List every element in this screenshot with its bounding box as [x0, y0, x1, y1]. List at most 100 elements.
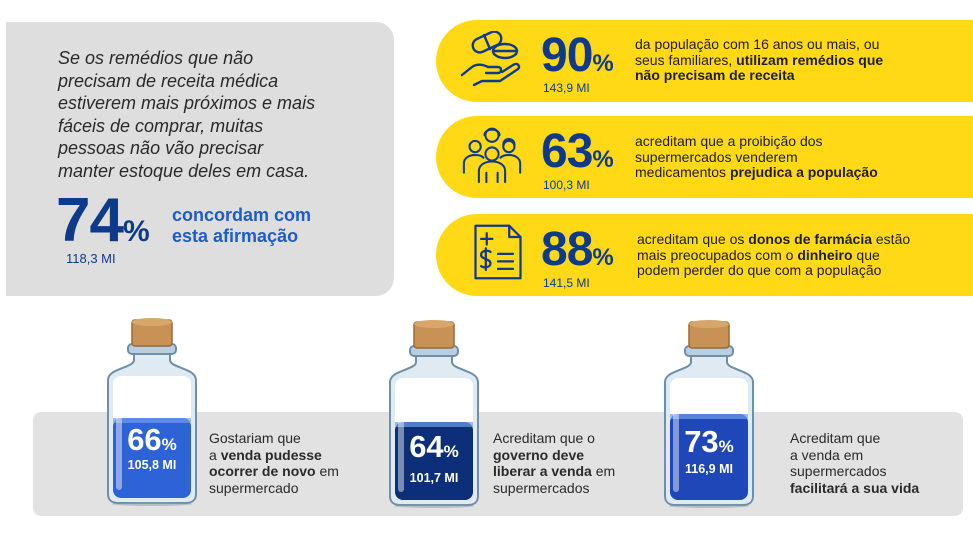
stat-text-line: podem perder do que com a população	[637, 262, 882, 278]
stat-text-line: seus familiares, utilizam remédios que	[635, 51, 965, 69]
stat-percent: 88%	[541, 226, 614, 282]
quote-percent: 74%	[56, 190, 150, 263]
bottle-text-line: Gostariam que	[209, 430, 301, 446]
bottle-liquid	[395, 422, 473, 500]
quote-agree-text: concordam com esta afirmação	[172, 205, 372, 247]
bottle-text-line: Acreditam que o	[493, 430, 595, 446]
stat-text-plain: medicamentos	[635, 164, 730, 180]
stat-text-line: acreditam que os donos de farmácia estão	[637, 231, 967, 248]
stat-description: acreditam que a proibição dos supermerca…	[635, 133, 965, 181]
stat-percent-symbol: %	[592, 146, 614, 173]
stat-text-line: acreditam que a proibição dos	[635, 133, 823, 149]
bottle-liquid	[113, 418, 191, 498]
stat-text-plain: estão	[872, 231, 911, 247]
bottle-count: 116,9 MI	[685, 462, 733, 476]
quote-percent-value: 74	[56, 186, 124, 255]
pills-hand-icon	[460, 31, 521, 87]
bottle-shine	[398, 382, 404, 492]
stat-text-bold: donos de farmácia	[748, 231, 872, 247]
stat-card-90	[436, 20, 973, 102]
bottle-shadow	[669, 504, 749, 508]
bottle-description: Acreditam que o governo deve liberar a v…	[493, 430, 663, 496]
stat-text-plain: acreditam que os	[637, 231, 749, 247]
stat-percent-value: 88	[541, 223, 593, 276]
bottle-cork-top	[414, 320, 454, 328]
quote-text: Se os remédios que não precisam de recei…	[58, 47, 378, 182]
quote-line: pessoas não vão precisar	[58, 138, 264, 158]
quote-line: fáceis de comprar, muitas	[58, 115, 264, 136]
quote-line: estiverem mais próximos e mais	[58, 93, 316, 113]
receipt-dollar-icon	[474, 224, 522, 280]
bottle-liquid	[670, 414, 748, 500]
bottle-count: 101,7 MI	[409, 471, 459, 485]
bottle-cork-top	[689, 320, 729, 328]
bottle-text-bold: facilitará a sua vida	[790, 479, 920, 496]
bottle-shadow	[112, 502, 192, 506]
bottle-text-line: ocorrer de novo em	[209, 463, 379, 480]
bottle-shine	[116, 380, 122, 490]
stat-count: 141,5 MI	[543, 276, 590, 290]
stat-description: da população com 16 anos ou mais, ou seu…	[635, 36, 965, 84]
stat-percent: 63%	[541, 128, 614, 184]
stat-text-plain: seus familiares,	[635, 51, 737, 68]
stat-text-plain: que	[852, 246, 880, 263]
bottle-64-icon	[389, 320, 479, 508]
quote-agree-line: esta afirmação	[172, 226, 299, 246]
bottle-66-icon	[107, 318, 197, 506]
stat-text-line: supermercados venderem	[635, 148, 798, 165]
stat-text-line: da população com 16 anos ou mais, ou	[635, 36, 880, 52]
bottle-percent: 64%	[386, 431, 482, 468]
bottle-percent-symbol: %	[443, 442, 459, 461]
stat-text-bold: dinheiro	[797, 246, 853, 263]
bottle-text-line: governo deve	[493, 447, 663, 464]
bottle-text-line: liberar a venda em	[493, 463, 663, 480]
bottle-text-line: Acreditam que	[790, 430, 881, 446]
bottle-text-line: supermercados	[493, 479, 590, 496]
stat-text-plain: mais preocupados com o	[637, 246, 798, 263]
bottle-text-plain: em	[315, 463, 339, 479]
bottle-liquid-surface	[395, 422, 473, 427]
bottle-text-line: a venda pudesse	[209, 447, 379, 464]
bottle-73-icon	[664, 320, 754, 508]
bottle-percent-value: 66	[127, 422, 162, 457]
quote-line: Se os remédios que não	[58, 48, 254, 68]
bottle-count: 105,8 MI	[127, 458, 177, 472]
stat-count: 143,9 MI	[543, 81, 590, 95]
stat-percent: 90%	[541, 32, 614, 88]
stat-text-bold: não precisam de receita	[635, 67, 795, 83]
bottle-text-bold: venda pudesse	[220, 446, 322, 463]
bottle-percent-value: 73	[684, 424, 719, 459]
stat-card-88	[436, 214, 973, 296]
stat-text-bold: prejudica a população	[729, 164, 878, 180]
stat-percent-value: 90	[541, 29, 593, 82]
bottle-text-line: supermercado	[209, 479, 299, 496]
stat-percent-symbol: %	[592, 50, 614, 77]
bottle-percent-value: 64	[409, 429, 444, 464]
quote-panel	[6, 22, 394, 296]
quote-count: 118,3 MI	[66, 251, 116, 266]
bottle-percent: 66%	[104, 424, 200, 461]
quote-percent-symbol: %	[122, 215, 150, 248]
bottle-shadow	[394, 504, 474, 508]
quote-line: precisam de receita médica	[58, 70, 279, 91]
bottle-description: Gostariam que a venda pudesse ocorrer de…	[209, 430, 379, 496]
stat-description: acreditam que os donos de farmácia estão…	[637, 231, 967, 279]
bottle-percent: 73%	[661, 426, 757, 463]
bottle-text-bold: liberar a venda	[493, 463, 592, 479]
bottle-description: Acreditam que a venda em supermercados f…	[790, 430, 960, 496]
stat-text-line: medicamentos prejudica a população	[635, 164, 965, 181]
bottle-text-plain: em	[591, 463, 616, 479]
bottle-text-line: a venda em	[790, 446, 864, 463]
bottle-text-line: supermercados	[790, 463, 887, 479]
quote-line: manter estoque deles em casa.	[58, 160, 310, 181]
bottle-text-line: facilitará a sua vida	[790, 480, 960, 497]
stat-card-63	[436, 116, 973, 198]
bottle-liquid-surface	[670, 414, 748, 419]
bottle-shine	[673, 382, 679, 492]
bottle-percent-symbol: %	[161, 435, 177, 454]
quote-agree-line: concordam com	[172, 205, 312, 225]
stat-percent-value: 63	[541, 125, 593, 178]
bottle-percent-symbol: %	[718, 437, 734, 456]
stat-text-line: mais preocupados com o dinheiro que	[637, 246, 967, 264]
bottle-liquid-surface	[113, 418, 191, 423]
